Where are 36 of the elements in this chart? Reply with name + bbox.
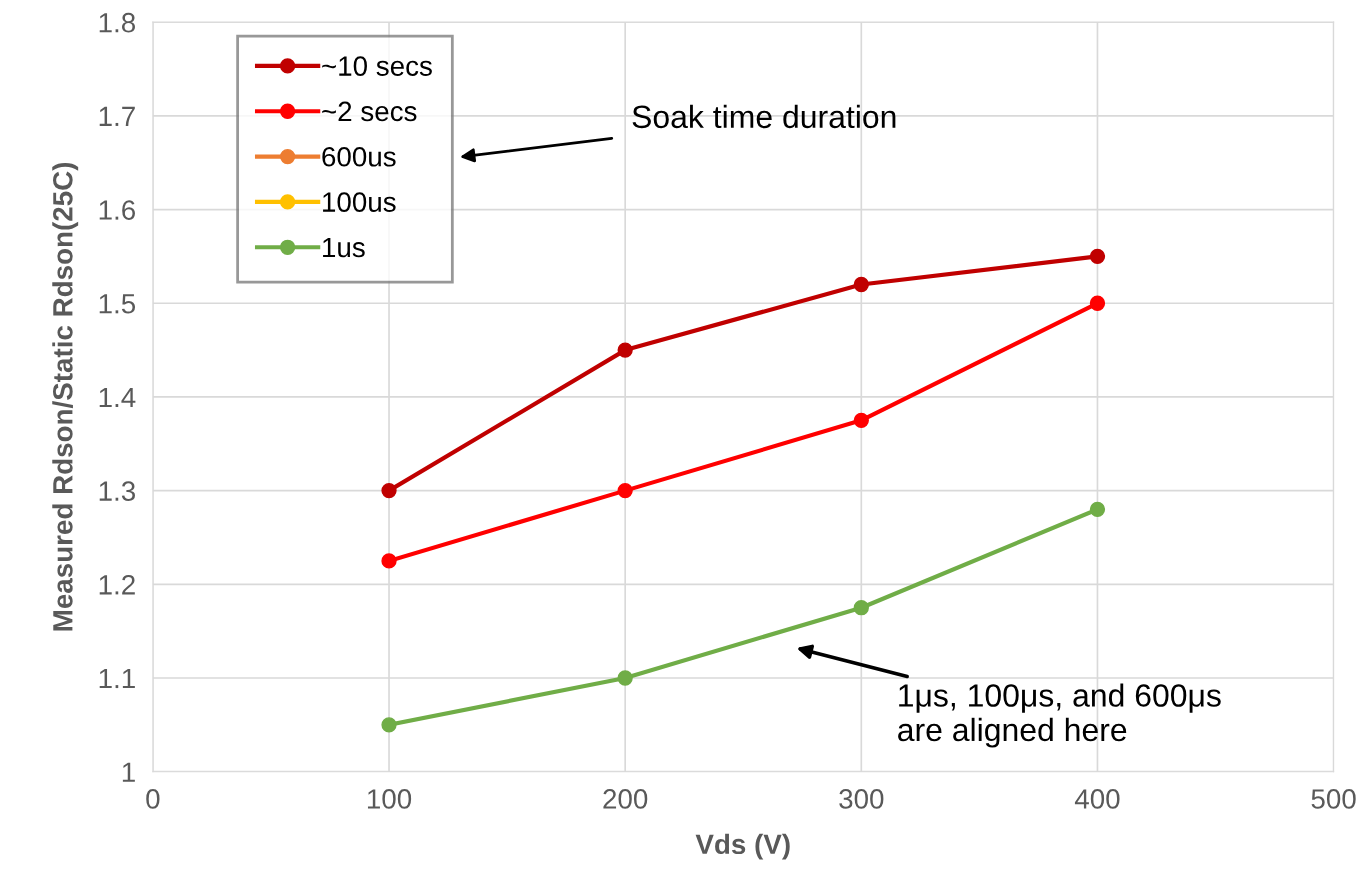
x-tick-label: 100 — [367, 789, 412, 809]
point — [1089, 248, 1106, 265]
legend-label: 1us — [323, 237, 365, 258]
x-tick-label: 400 — [1074, 789, 1120, 809]
y-tick-label: 1.3 — [99, 481, 135, 501]
legend-label: ~2 secs — [322, 101, 417, 122]
legend-label: 600us — [322, 146, 396, 167]
y-tick-label: 1.1 — [99, 668, 135, 689]
point — [381, 717, 397, 733]
x-axis-title: Vds (V) — [695, 833, 790, 860]
point — [853, 276, 869, 293]
y-tick-label: 1.2 — [99, 574, 135, 595]
y-tick-label: 1.5 — [99, 294, 136, 314]
annotation: 1μs, 100μs, and 600μs are aligned here — [898, 683, 1221, 748]
legend-label: ~10 secs — [322, 56, 432, 76]
point — [381, 553, 397, 569]
x-tick-label: 500 — [1311, 789, 1356, 809]
y-tick-label: 1.4 — [99, 387, 136, 407]
y-tick-label: 1.7 — [99, 106, 135, 126]
y-tick-label: 1.6 — [99, 200, 135, 220]
point — [617, 670, 633, 686]
point — [617, 482, 633, 499]
legend-label: 100us — [323, 192, 396, 212]
y-tick-label: 1 — [122, 762, 135, 782]
x-tick-label: 0 — [146, 789, 160, 809]
point — [853, 600, 869, 616]
point — [1089, 501, 1106, 517]
annotation: Soak time duration — [632, 104, 896, 129]
point — [1089, 295, 1106, 311]
y-tick-label: 1.8 — [99, 12, 136, 33]
point — [617, 342, 633, 358]
y-axis-title: Measured Rdson/Static Rdson(25C) — [52, 162, 79, 631]
point — [381, 482, 397, 499]
x-tick-label: 300 — [839, 789, 884, 809]
x-tick-label: 200 — [603, 789, 648, 809]
point — [853, 412, 869, 428]
